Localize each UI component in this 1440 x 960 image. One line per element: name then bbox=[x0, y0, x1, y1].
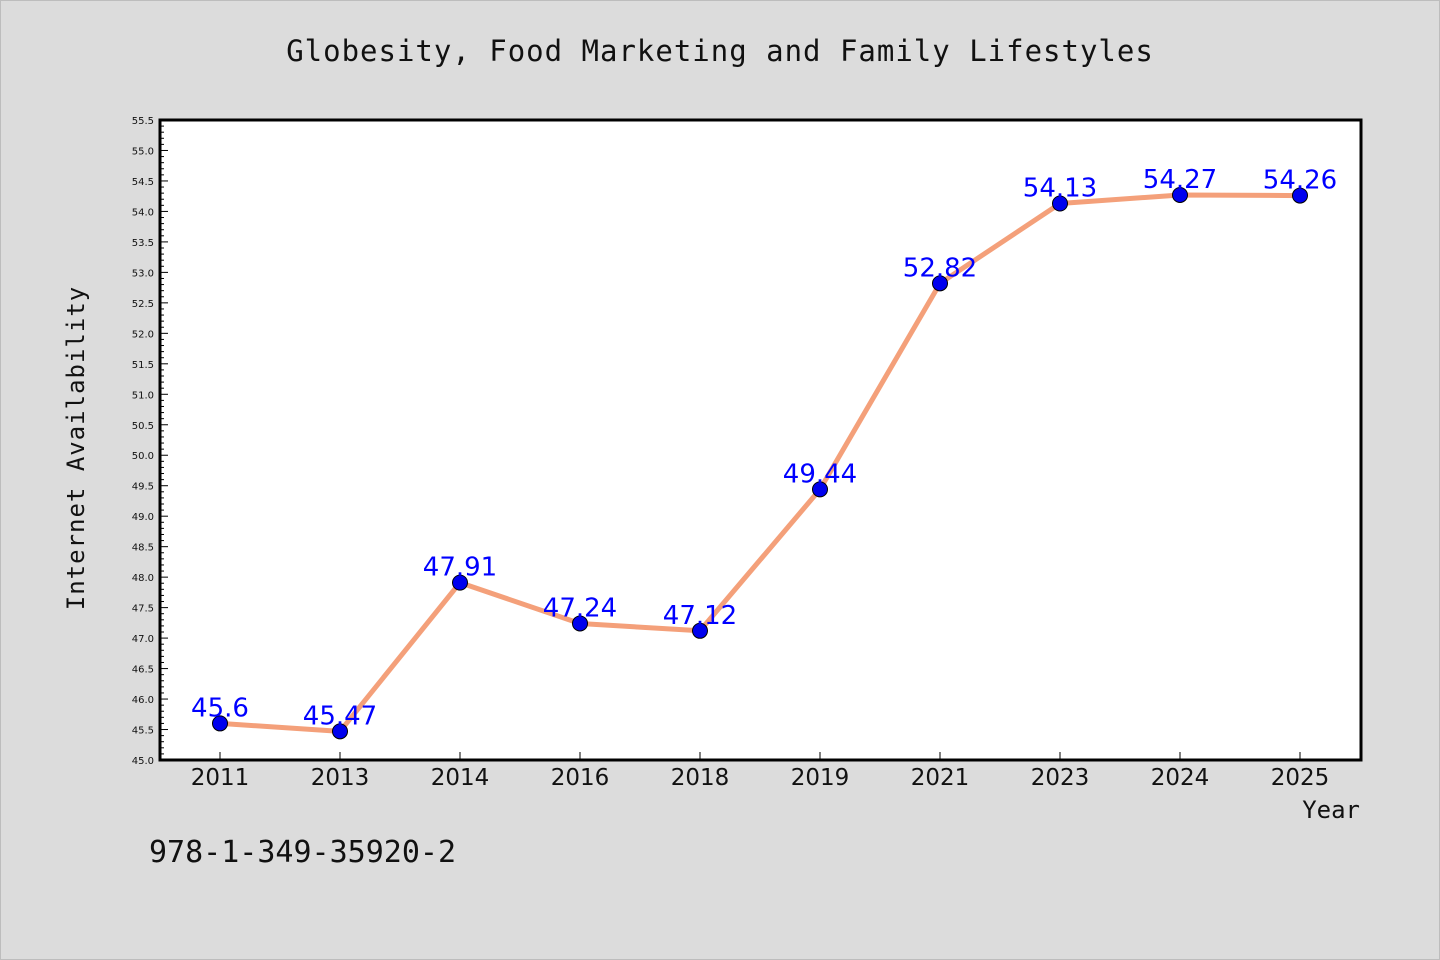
y-tick-label: 53.5 bbox=[132, 238, 154, 249]
data-label: 54.27 bbox=[1143, 165, 1217, 195]
x-axis: 2011 2013 2014 2016 2018 2019 2021 2023 2024 2025 bbox=[191, 752, 1330, 791]
data-label: 47.91 bbox=[423, 553, 497, 583]
series-line-group bbox=[217, 192, 1303, 734]
x-tick-label: 2018 bbox=[671, 765, 730, 791]
y-tick-label: 47.0 bbox=[132, 634, 154, 645]
y-tick-label: 45.0 bbox=[132, 756, 154, 767]
data-label: 45.47 bbox=[303, 701, 377, 731]
data-label: 47.24 bbox=[543, 593, 617, 623]
data-label-group: 45.6 45.47 47.91 47.24 47.12 49.44 52.82 54.13 5… bbox=[191, 165, 1337, 731]
y-tick-label: 50.0 bbox=[132, 451, 154, 462]
data-label: 52.82 bbox=[903, 253, 977, 283]
x-tick-label: 2021 bbox=[911, 765, 970, 791]
data-label: 45.6 bbox=[191, 693, 249, 723]
y-tick-label: 48.0 bbox=[132, 573, 154, 584]
x-tick-label: 2013 bbox=[311, 765, 370, 791]
data-point-marker bbox=[1172, 186, 1188, 203]
data-point-marker bbox=[1052, 195, 1068, 212]
data-point-marker bbox=[452, 574, 468, 591]
data-point-marker bbox=[332, 723, 348, 740]
data-point-marker bbox=[692, 622, 708, 639]
x-tick-label: 2011 bbox=[191, 765, 250, 791]
y-tick-label: 55.5 bbox=[132, 116, 154, 127]
data-point-marker bbox=[212, 715, 228, 732]
x-axis-label: Year bbox=[1302, 796, 1360, 824]
y-tick-label: 48.5 bbox=[132, 543, 154, 554]
data-point-marker bbox=[1292, 187, 1308, 204]
y-tick-label: 46.5 bbox=[132, 665, 154, 676]
x-tick-label: 2016 bbox=[551, 765, 610, 791]
y-axis: 45.0 45.5 46.0 46.5 47.0 47.5 48.0 48.5 49.0 49.5… bbox=[132, 116, 168, 767]
x-tick-label: 2024 bbox=[1151, 765, 1210, 791]
isbn-footnote: 978-1-349-35920-2 bbox=[149, 835, 457, 870]
y-tick-label: 49.0 bbox=[132, 512, 154, 523]
y-tick-label: 54.5 bbox=[132, 177, 154, 188]
data-label: 49.44 bbox=[783, 459, 857, 489]
data-point-marker bbox=[932, 275, 948, 292]
x-tick-label: 2023 bbox=[1031, 765, 1090, 791]
y-tick-label: 52.0 bbox=[132, 329, 154, 340]
y-tick-label: 49.5 bbox=[132, 482, 154, 493]
chart-title: Globesity, Food Marketing and Family Lif… bbox=[286, 34, 1154, 68]
y-tick-label: 53.0 bbox=[132, 268, 154, 279]
y-tick-label: 51.0 bbox=[132, 390, 154, 401]
x-tick-label: 2025 bbox=[1271, 765, 1330, 791]
y-tick-label: 47.5 bbox=[132, 604, 154, 615]
series-line bbox=[217, 192, 1303, 734]
marker-group bbox=[212, 186, 1308, 740]
y-tick-label: 45.5 bbox=[132, 726, 154, 737]
y-tick-label: 51.5 bbox=[132, 360, 154, 371]
data-label: 54.26 bbox=[1263, 166, 1337, 196]
data-point-marker bbox=[572, 615, 588, 632]
y-tick-label: 55.0 bbox=[132, 146, 154, 157]
y-tick-label: 46.0 bbox=[132, 695, 154, 706]
x-tick-label: 2019 bbox=[791, 765, 850, 791]
y-tick-label: 52.5 bbox=[132, 299, 154, 310]
data-label: 54.13 bbox=[1023, 174, 1097, 204]
x-tick-label: 2014 bbox=[431, 765, 490, 791]
data-label: 47.12 bbox=[663, 601, 737, 631]
data-point-marker bbox=[812, 481, 828, 498]
plot-area bbox=[158, 118, 1363, 762]
y-tick-label: 50.5 bbox=[132, 421, 154, 432]
y-tick-label: 54.0 bbox=[132, 207, 154, 218]
